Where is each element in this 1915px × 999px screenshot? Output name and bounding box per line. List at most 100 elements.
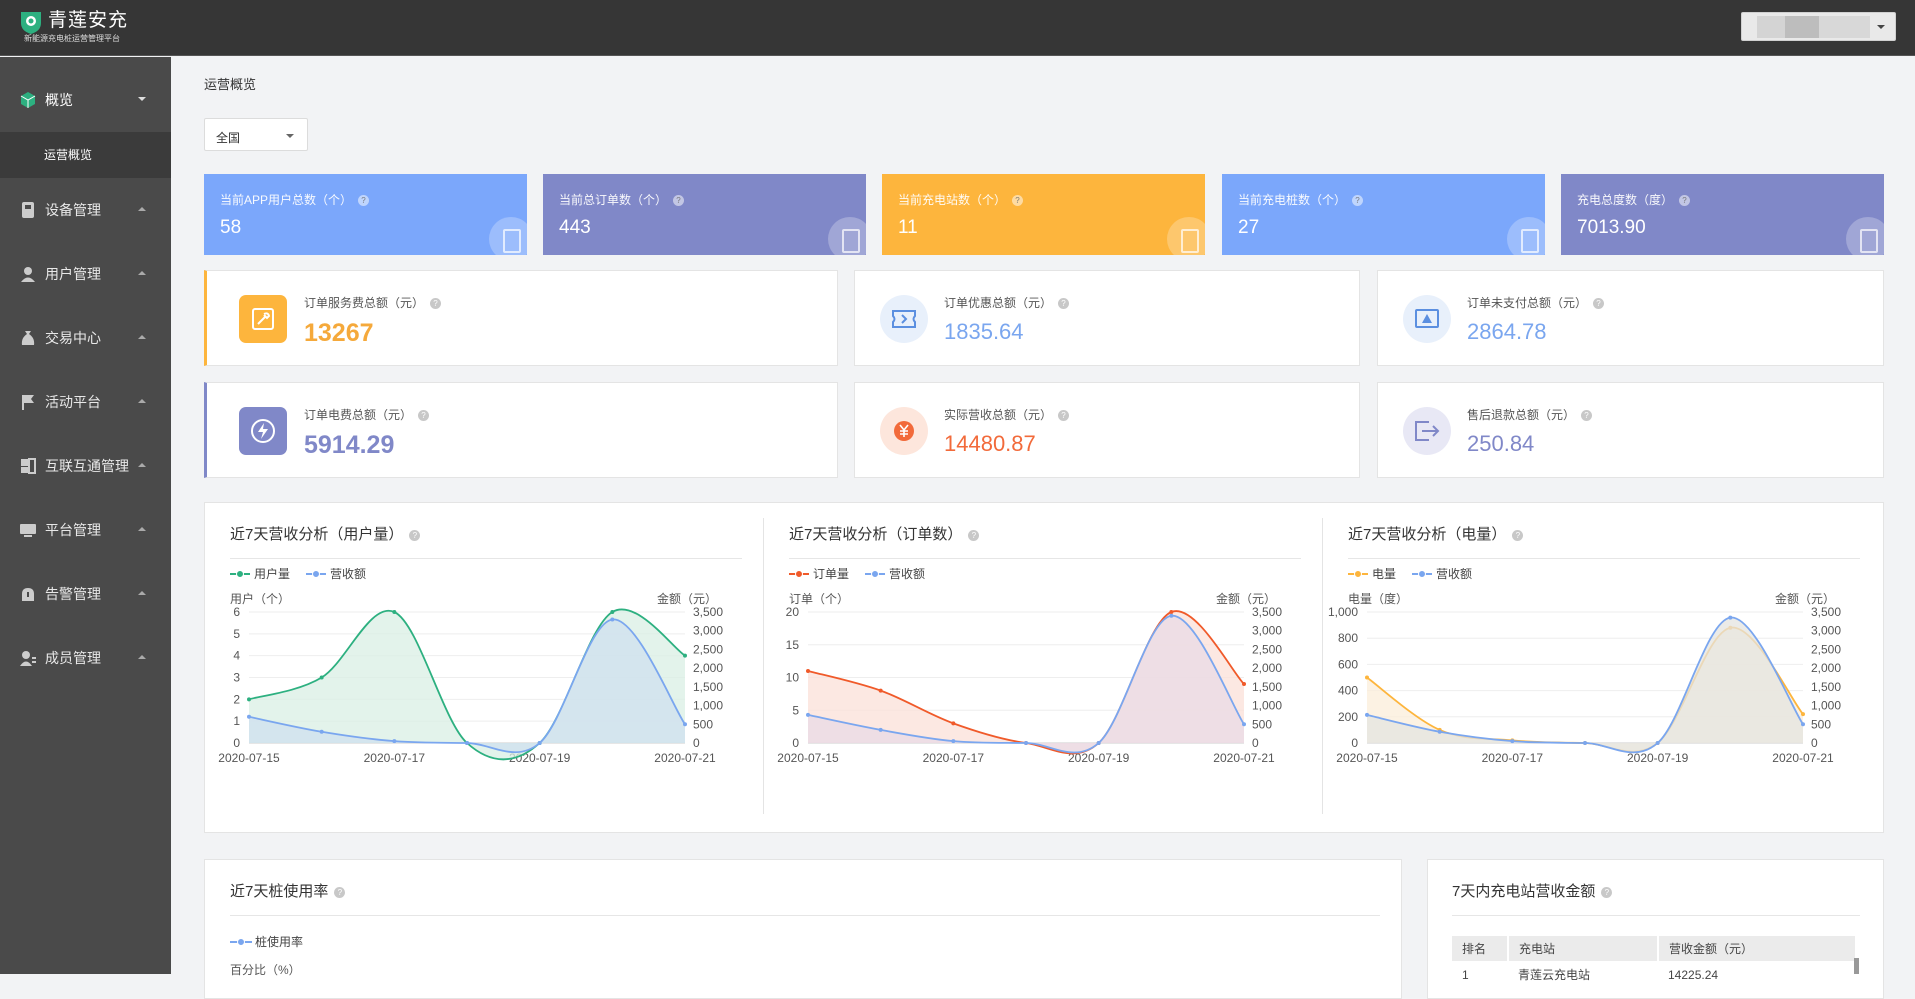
stat-piles: 当前充电桩数（个）? 27 xyxy=(1222,174,1545,255)
chart-title: 近7天营收分析（电量） xyxy=(1348,526,1507,543)
x-tick-label: 2020-07-15 xyxy=(777,751,839,765)
station-ranking-panel: 7天内充电站营收金额? 排名 充电站 营收金额（元） 1 青莲云充电站 1422… xyxy=(1427,859,1884,999)
column-header[interactable]: 排名 xyxy=(1452,936,1509,961)
help-icon[interactable]: ? xyxy=(358,195,370,206)
column-header[interactable]: 营收金额（元） xyxy=(1658,936,1857,961)
y-tick-label-left: 1 xyxy=(233,714,240,728)
x-tick-label: 2020-07-17 xyxy=(364,751,426,765)
chevron-up-icon xyxy=(138,271,146,275)
column-header[interactable]: 充电站 xyxy=(1508,936,1659,961)
help-icon[interactable]: ? xyxy=(418,410,430,421)
legend-label: 营收额 xyxy=(330,568,366,581)
data-point xyxy=(1801,722,1805,727)
user-dropdown[interactable] xyxy=(1741,12,1896,41)
data-point xyxy=(1655,741,1660,745)
help-icon[interactable]: ? xyxy=(1352,195,1364,206)
ticket-icon xyxy=(880,295,928,343)
y-tick-label-right: 1,000 xyxy=(693,699,723,713)
help-icon[interactable]: ? xyxy=(1581,410,1593,421)
data-point xyxy=(1024,741,1028,745)
sidebar-item-members[interactable]: 成员管理 xyxy=(0,626,171,690)
chevron-up-icon xyxy=(138,463,146,467)
legend-item[interactable]: 用户量 xyxy=(230,568,290,581)
legend-item[interactable]: 营收额 xyxy=(306,568,366,581)
help-icon[interactable]: ? xyxy=(409,530,421,541)
help-icon[interactable]: ? xyxy=(430,298,442,309)
stat-label: 充电总度数（度） xyxy=(1577,193,1674,207)
data-point xyxy=(537,741,542,745)
y-tick-label-right: 2,500 xyxy=(1811,642,1841,656)
device-icon xyxy=(19,201,37,219)
stat-label: 当前充电站数（个） xyxy=(898,193,1007,207)
sidebar-item-overview[interactable]: 概览 xyxy=(0,68,171,132)
sidebar-item-alarm[interactable]: 告警管理 xyxy=(0,562,171,626)
help-icon[interactable]: ? xyxy=(1012,195,1024,206)
data-point xyxy=(247,697,251,702)
charger-icon xyxy=(1507,217,1545,255)
data-point xyxy=(1583,741,1587,745)
y-tick-label-right: 0 xyxy=(1811,736,1818,750)
legend-item[interactable]: 桩使用率 xyxy=(230,933,303,950)
table-row[interactable]: 1 青莲云充电站 14225.24 xyxy=(1452,961,1856,988)
card-unpaid: 订单未支付总额（元）? 2864.78 xyxy=(1377,270,1884,366)
sidebar-item-devices[interactable]: 设备管理 xyxy=(0,178,171,242)
data-point xyxy=(1096,741,1101,745)
data-point xyxy=(247,714,251,719)
card-label: 订单服务费总额（元） xyxy=(304,296,425,310)
region-select[interactable]: 全国 xyxy=(204,118,308,151)
series-line xyxy=(807,614,1245,754)
scrollbar[interactable] xyxy=(1854,958,1859,974)
yen-icon xyxy=(880,407,928,455)
legend-item[interactable]: 营收额 xyxy=(1412,568,1472,581)
sidebar-item-activity[interactable]: 活动平台 xyxy=(0,370,171,434)
y-tick-label-right: 2,500 xyxy=(693,642,723,656)
help-icon[interactable]: ? xyxy=(1058,298,1070,309)
legend-item[interactable]: 订单量 xyxy=(789,568,849,581)
data-point xyxy=(683,722,687,727)
y-tick-label-right: 3,500 xyxy=(1811,605,1841,619)
card-value: 5914.29 xyxy=(304,431,395,459)
legend-item[interactable]: 电量 xyxy=(1348,568,1396,581)
logo-icon xyxy=(21,12,41,34)
y-tick-label-left: 200 xyxy=(1338,710,1358,724)
sidebar-item-users[interactable]: 用户管理 xyxy=(0,242,171,306)
help-icon[interactable]: ? xyxy=(1512,530,1524,541)
y-axis-label-left: 用户（个） xyxy=(230,591,290,606)
y-tick-label-left: 0 xyxy=(233,736,240,750)
y-tick-label-right: 2,000 xyxy=(693,661,723,675)
x-tick-label: 2020-07-21 xyxy=(1213,751,1275,765)
sidebar-item-trade[interactable]: 交易中心 xyxy=(0,306,171,370)
sidebar-item-platform[interactable]: 平台管理 xyxy=(0,498,171,562)
chevron-down-icon xyxy=(286,134,294,138)
chevron-up-icon xyxy=(138,207,146,211)
chevron-down-icon xyxy=(138,97,146,101)
card-refund: 售后退款总额（元）? 250.84 xyxy=(1377,382,1884,478)
help-icon[interactable]: ? xyxy=(1058,410,1070,421)
legend-label: 用户量 xyxy=(254,568,290,581)
card-label: 实际营收总额（元） xyxy=(944,408,1053,422)
help-icon[interactable]: ? xyxy=(968,530,980,541)
card-electricity-fee: 订单电费总额（元）? 5914.29 xyxy=(204,382,838,478)
x-tick-label: 2020-07-15 xyxy=(1336,751,1398,765)
stat-app-users: 当前APP用户总数（个）? 58 xyxy=(204,174,527,255)
stat-label: 当前总订单数（个） xyxy=(559,193,668,207)
y-tick-label-left: 5 xyxy=(792,703,799,717)
help-icon[interactable]: ? xyxy=(1593,298,1605,309)
panel-title: 7天内充电站营收金额 xyxy=(1452,883,1596,900)
data-point xyxy=(951,739,956,744)
y-axis-label-left: 电量（度） xyxy=(1348,591,1408,606)
chevron-up-icon xyxy=(138,527,146,531)
help-icon[interactable]: ? xyxy=(1679,195,1691,206)
help-icon[interactable]: ? xyxy=(673,195,685,206)
exit-icon xyxy=(1403,407,1451,455)
help-icon[interactable]: ? xyxy=(334,887,346,898)
y-axis-label-left: 订单（个） xyxy=(789,592,849,606)
legend-item[interactable]: 营收额 xyxy=(865,568,925,581)
sidebar-item-interconnect[interactable]: 互联互通管理 xyxy=(0,434,171,498)
sidebar-subitem-ops-overview[interactable]: 运营概览 xyxy=(0,132,171,178)
help-icon[interactable]: ? xyxy=(1601,887,1613,898)
data-point xyxy=(951,721,956,726)
card-discount: 订单优惠总额（元）? 1835.64 xyxy=(854,270,1360,366)
y-tick-label-left: 1,000 xyxy=(1328,605,1358,619)
app-logo[interactable]: 青莲安充 新能源充电桩运营管理平台 xyxy=(18,9,128,44)
